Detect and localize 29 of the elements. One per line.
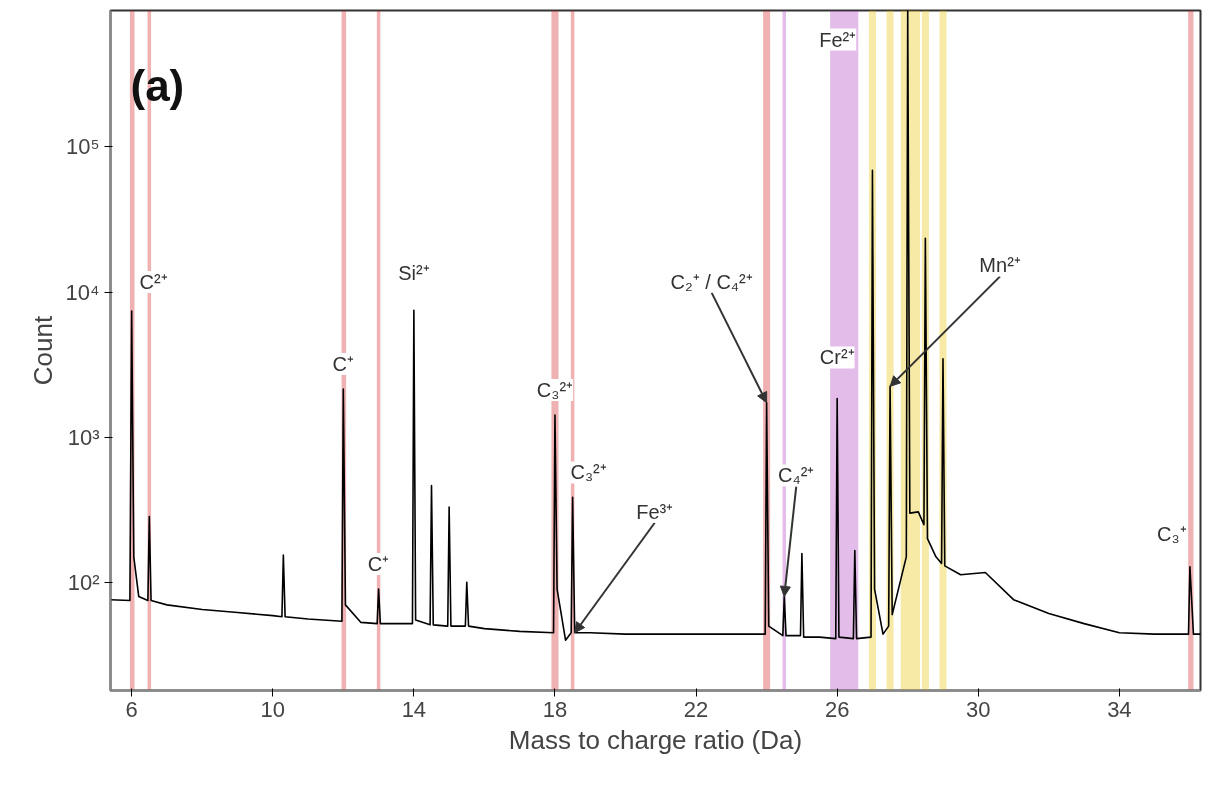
annotation: C₄²⁺ [778, 464, 815, 487]
x-tick-label: 34 [1107, 696, 1132, 722]
x-axis-title: Mass to charge ratio (Da) [508, 724, 803, 755]
annotation: C₃⁺ [1157, 522, 1187, 545]
y-tick-label: 10⁴ [65, 279, 100, 305]
y-tick-label: 10² [67, 569, 100, 595]
annotation: Cr²⁺ [819, 346, 855, 369]
y-tick-label: 10³ [67, 424, 100, 450]
x-tick-label: 6 [125, 696, 138, 722]
annotation: Si²⁺ [398, 262, 430, 285]
y-axis-title: Count [27, 315, 58, 386]
x-tick-label: 18 [542, 696, 568, 722]
annotation: C²⁺ [139, 271, 168, 294]
x-tick-label: 30 [966, 696, 991, 722]
x-tick-label: 26 [824, 696, 850, 722]
y-tick-label: 10⁵ [65, 134, 100, 160]
line-series [110, 10, 1201, 641]
x-tick-label: 10 [260, 696, 286, 722]
annotation: C₂⁺ / C₄²⁺ [670, 270, 753, 293]
annotation: C⁺ [367, 553, 390, 576]
annotation: C₃²⁺ [536, 379, 574, 402]
annotation: C⁺ [332, 352, 355, 375]
x-tick-label: 22 [683, 696, 709, 722]
annotation: Fe²⁺ [819, 28, 857, 51]
annotation: Mn²⁺ [979, 254, 1021, 277]
annotation: Fe³⁺ [636, 500, 674, 523]
annotation: C₃²⁺ [570, 461, 607, 484]
annotation: (a) [130, 60, 185, 110]
x-tick-label: 14 [401, 696, 427, 722]
